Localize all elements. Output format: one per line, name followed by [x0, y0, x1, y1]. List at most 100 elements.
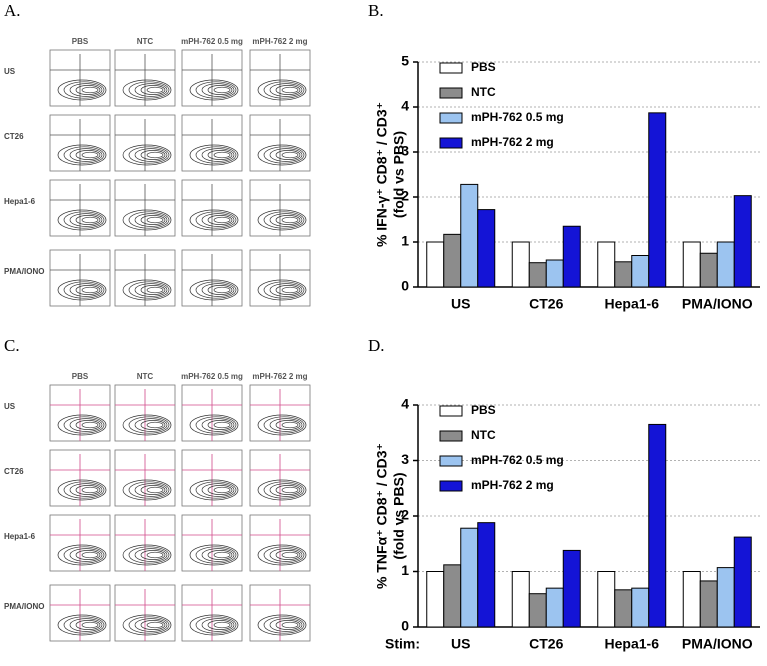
flow-contour [207, 420, 233, 430]
bar [426, 241, 445, 288]
flow-contour [213, 486, 231, 494]
flow-contour [275, 215, 301, 225]
flow-row-label: US [4, 67, 16, 76]
flow-contour [195, 281, 237, 299]
flow-contour [128, 416, 170, 434]
flow-contour [207, 150, 233, 160]
flow-row-label: CT26 [4, 132, 24, 141]
bar [597, 571, 616, 628]
flow-contour [134, 213, 168, 227]
legend-swatch [439, 405, 463, 417]
flow-contour [69, 83, 103, 97]
flow-contour [201, 618, 235, 632]
flow-contour [263, 616, 305, 634]
flow-contour [128, 281, 170, 299]
flow-contour [195, 81, 237, 99]
bar [477, 209, 496, 288]
flow-column-label: NTC [137, 372, 154, 381]
flow-contour [69, 548, 103, 562]
flow-contour [63, 616, 105, 634]
flow-contour [134, 483, 168, 497]
y-tick-label: 4 [401, 98, 409, 114]
flow-contour [281, 421, 299, 429]
flow-contour [134, 83, 168, 97]
flow-contour [140, 485, 166, 495]
flow-contour [122, 614, 172, 636]
flow-contour [75, 150, 101, 160]
flow-contour [146, 216, 164, 224]
flow-contour [75, 420, 101, 430]
flow-contour [128, 481, 170, 499]
flow-contour [134, 618, 168, 632]
bar [648, 112, 667, 288]
flow-contour [263, 416, 305, 434]
flow-contour [269, 548, 303, 562]
flow-contour [213, 621, 231, 629]
flow-contour [281, 486, 299, 494]
flow-contour [57, 144, 107, 166]
y-tick-label: 1 [401, 233, 409, 249]
bar [682, 571, 701, 628]
legend-label: NTC [471, 85, 496, 99]
flow-contour [195, 211, 237, 229]
flow-contour [128, 211, 170, 229]
flow-contour [263, 211, 305, 229]
bar [562, 549, 581, 628]
x-tick-label: PMA/IONO [682, 296, 753, 312]
flow-contour [81, 216, 99, 224]
flow-contour [189, 279, 239, 301]
flow-contour [140, 85, 166, 95]
flow-contour [63, 81, 105, 99]
flow-contour [195, 481, 237, 499]
flow-contour [275, 150, 301, 160]
flow-contour [146, 286, 164, 294]
flow-contour [146, 151, 164, 159]
bar [545, 587, 564, 628]
flow-contour [134, 283, 168, 297]
flow-contour [140, 215, 166, 225]
flow-contour [263, 481, 305, 499]
flow-contour [122, 209, 172, 231]
bar [716, 567, 735, 628]
flow-contour [195, 146, 237, 164]
flow-contour [81, 621, 99, 629]
flow-contour [201, 213, 235, 227]
flow-contour [189, 614, 239, 636]
flow-contour [69, 148, 103, 162]
flow-contour [257, 279, 307, 301]
flow-contour [134, 418, 168, 432]
flow-contour [128, 81, 170, 99]
flow-contour [189, 209, 239, 231]
flow-contour [63, 146, 105, 164]
y-axis-label: % TNFα⁺ CD8⁺ / CD3⁺ [374, 443, 390, 589]
bar [528, 593, 547, 628]
flow-contour [263, 81, 305, 99]
panel-label: B. [368, 1, 384, 20]
flow-column-label: PBS [72, 37, 89, 46]
flow-contour [57, 479, 107, 501]
flow-contour [207, 550, 233, 560]
flow-contour [140, 420, 166, 430]
flow-contour [57, 414, 107, 436]
flow-contour [281, 621, 299, 629]
bar [511, 241, 530, 288]
legend-label: mPH-762 0.5 mg [471, 110, 564, 124]
flow-contour [69, 618, 103, 632]
flow-contour [269, 618, 303, 632]
flow-contour [75, 285, 101, 295]
flow-contour [269, 483, 303, 497]
flow-contour [69, 418, 103, 432]
flow-contour [263, 146, 305, 164]
flow-contour [75, 485, 101, 495]
flow-contour [128, 616, 170, 634]
bar [631, 587, 650, 628]
bar [545, 259, 564, 288]
flow-row-label: CT26 [4, 467, 24, 476]
legend-swatch [439, 430, 463, 442]
flow-contour [269, 148, 303, 162]
flow-contour [146, 86, 164, 94]
flow-contour [63, 281, 105, 299]
flow-contour [189, 479, 239, 501]
flow-contour [75, 215, 101, 225]
